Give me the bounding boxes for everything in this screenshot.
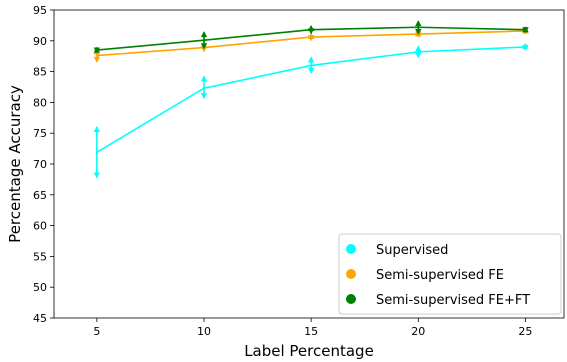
data-point [417, 50, 420, 54]
error-cap-high [93, 126, 101, 133]
legend-box [338, 233, 562, 315]
y-tick-label: 60 [33, 220, 47, 233]
legend-label: Semi-supervised FE [376, 268, 504, 283]
error-cap-low [200, 43, 208, 50]
y-tick-label: 80 [33, 96, 47, 109]
x-tick-label: 10 [197, 325, 211, 338]
data-point [202, 87, 206, 90]
legend: Supervised Semi-supervised FE Semi-supervi… [338, 233, 562, 315]
x-axis: 5 10 15 20 25 [93, 318, 532, 338]
legend-marker [346, 269, 356, 279]
y-tick-label: 75 [33, 127, 47, 140]
y-tick-label: 65 [33, 189, 47, 202]
legend-label: Supervised [376, 243, 448, 258]
data-point [95, 48, 99, 52]
x-tick-label: 20 [411, 325, 425, 338]
data-point [95, 54, 99, 57]
data-point [309, 64, 313, 67]
data-point [524, 28, 527, 31]
x-tick-label: 15 [304, 325, 318, 338]
y-axis: 45 50 55 60 65 70 75 80 85 90 95 [33, 4, 54, 325]
error-cap-low [200, 93, 208, 100]
data-point [95, 151, 99, 154]
y-tick-label: 45 [33, 312, 47, 325]
error-cap-low [200, 46, 208, 53]
y-tick-label: 95 [33, 4, 47, 17]
series-supervised [93, 42, 529, 179]
series-semi-supervised-fe-ft [93, 20, 529, 54]
legend-marker [346, 244, 356, 254]
y-tick-label: 55 [33, 250, 47, 263]
y-tick-label: 85 [33, 66, 47, 79]
error-cap-high [415, 45, 422, 52]
x-tick-label: 5 [93, 325, 100, 338]
y-tick-label: 90 [33, 35, 47, 48]
error-cap-low [307, 28, 315, 35]
x-tick-label: 25 [518, 325, 532, 338]
y-tick-label: 70 [33, 158, 47, 171]
data-point [309, 28, 313, 31]
data-point [202, 38, 206, 42]
data-point [309, 35, 313, 39]
series-semi-supervised-fe [93, 27, 529, 63]
legend-label: Semi-supervised FE+FT [376, 293, 530, 308]
legend-marker [346, 294, 356, 304]
error-cap-low [93, 172, 101, 179]
data-point [524, 45, 527, 49]
error-cap-high [307, 56, 315, 63]
series-layer [93, 20, 529, 179]
error-cap-high [415, 20, 422, 27]
error-cap-high [200, 31, 208, 38]
error-cap-low [415, 29, 422, 36]
error-cap-low [307, 67, 315, 74]
error-cap-high [200, 75, 208, 82]
y-axis-label: Percentage Accuracy [6, 85, 24, 243]
x-axis-label: Label Percentage [244, 342, 374, 360]
data-point [417, 26, 420, 29]
y-tick-label: 50 [33, 281, 47, 294]
error-cap-low [93, 56, 101, 63]
error-cap-low [415, 52, 422, 59]
